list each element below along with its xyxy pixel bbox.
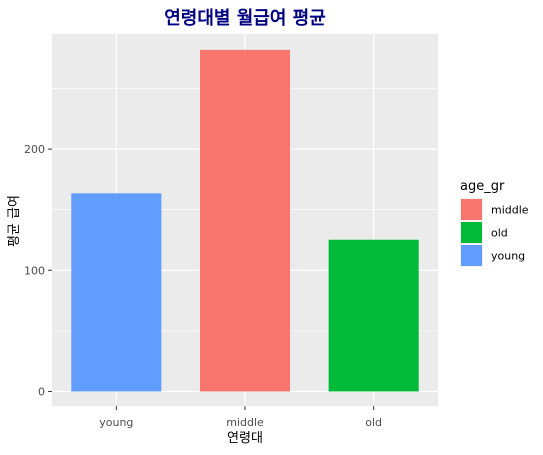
chart-title: 연령대별 월급여 평균	[164, 8, 326, 29]
x-tick-label-young: young	[99, 416, 133, 429]
legend-key-old	[461, 222, 482, 243]
legend-key-young	[461, 245, 482, 266]
y-tick-label: 200	[24, 143, 45, 156]
x-axis-ticks: young middle old	[99, 406, 382, 429]
y-axis-ticks: 0 100 200	[24, 143, 52, 398]
legend-label-old: old	[491, 227, 508, 240]
y-axis-title: 평균 급여	[7, 195, 22, 247]
x-tick-label-middle: middle	[226, 416, 264, 429]
bar-young	[71, 193, 162, 392]
x-axis-title: 연령대	[227, 431, 263, 446]
legend: age_gr middle old young	[460, 179, 529, 267]
legend-key-middle	[461, 199, 482, 220]
y-tick-label: 100	[24, 264, 45, 277]
bar-middle	[199, 49, 291, 392]
x-tick-label-old: old	[365, 416, 382, 429]
bars	[71, 49, 419, 392]
bar-old	[328, 239, 419, 392]
y-tick-label: 0	[38, 385, 45, 398]
legend-label-middle: middle	[491, 204, 529, 217]
legend-label-young: young	[491, 250, 525, 263]
legend-title: age_gr	[460, 179, 505, 194]
